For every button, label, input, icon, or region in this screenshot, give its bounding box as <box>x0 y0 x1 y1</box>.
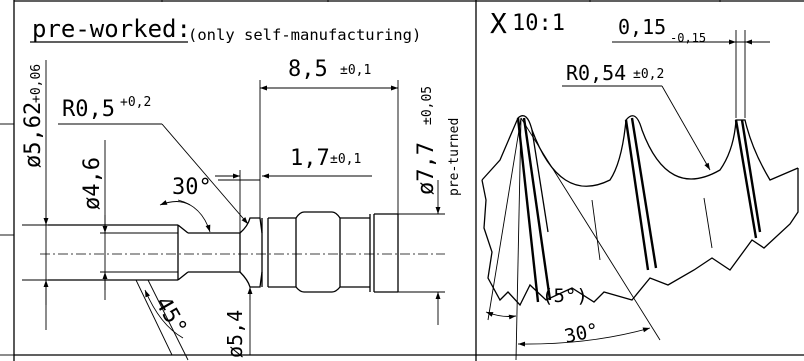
dim-angle-30: 30° <box>172 175 212 200</box>
angle-large: 30° <box>562 319 600 348</box>
angle-small: (5°) <box>542 285 588 307</box>
dim-radius-detail: R0,54 <box>566 61 626 85</box>
dim-length-total-tol: ±0,1 <box>340 63 371 78</box>
dim-radius-tol: +0,2 <box>120 95 151 110</box>
detail-scale: 10:1 <box>512 11 565 36</box>
dim-dia-groove: ø5,4 <box>223 310 247 358</box>
dim-dia-outer-tol: +0,06 <box>29 64 44 103</box>
dim-dia-inner: ø4,6 <box>80 157 105 210</box>
dim-radius-detail-tol: ±0,2 <box>633 67 664 82</box>
pre-worked-title: pre-worked: <box>32 15 191 43</box>
detail-mark: X <box>490 7 507 40</box>
dim-dia-outer: ø5,62 <box>21 102 46 168</box>
dim-flat-tol: -0,15 <box>670 31 706 45</box>
dim-length-small-tol: ±0,1 <box>330 152 361 167</box>
dim-radius: R0,5 <box>62 97 115 122</box>
self-manufacturing-note: (only self-manufacturing) <box>188 26 421 44</box>
dim-angle-45: 45° <box>150 293 192 340</box>
left-view: pre-worked: (only self-manufacturing) <box>21 15 462 361</box>
dim-flat: 0,15 <box>618 15 666 39</box>
right-view: X 10:1 0,15 -0,15 R0,54 ±0,2 <box>481 7 799 361</box>
shaft-outline <box>48 211 399 293</box>
dim-length-total: 8,5 <box>288 57 328 82</box>
dim-dia-pre-tol: ±0,05 <box>420 86 435 125</box>
serration-profile <box>481 115 799 307</box>
dim-dia-pre: ø7,7 <box>414 142 439 195</box>
dim-length-small: 1,7 <box>290 146 330 171</box>
pre-turned-label: pre-turned <box>447 118 462 196</box>
